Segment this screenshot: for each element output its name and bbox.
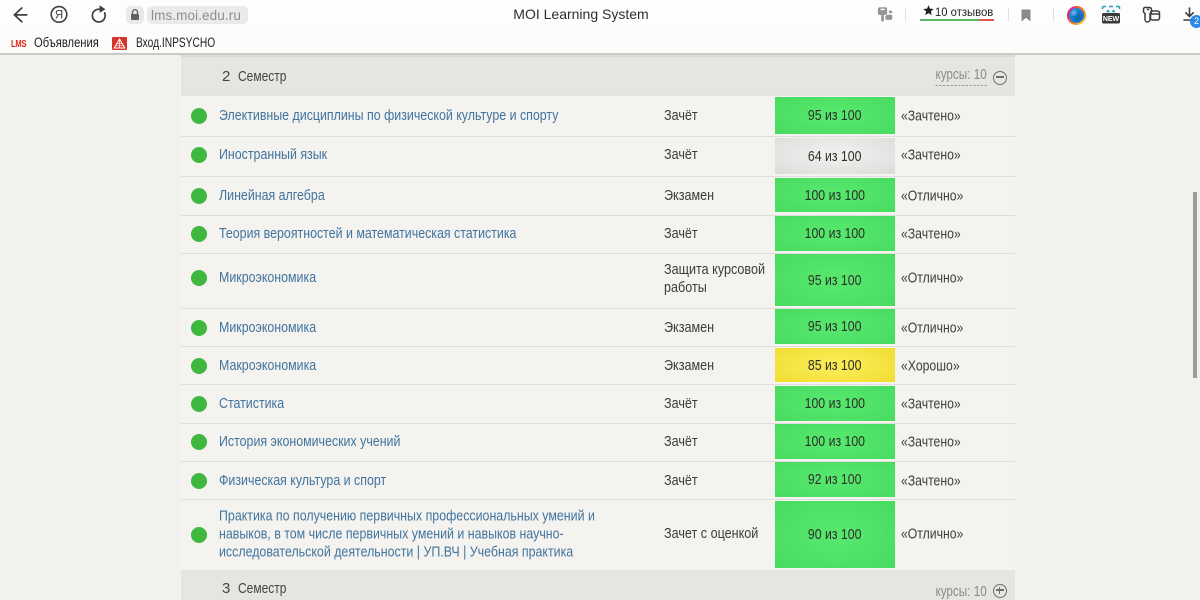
svg-text:Я: Я <box>55 10 63 22</box>
svg-text:NEW: NEW <box>1103 16 1120 23</box>
